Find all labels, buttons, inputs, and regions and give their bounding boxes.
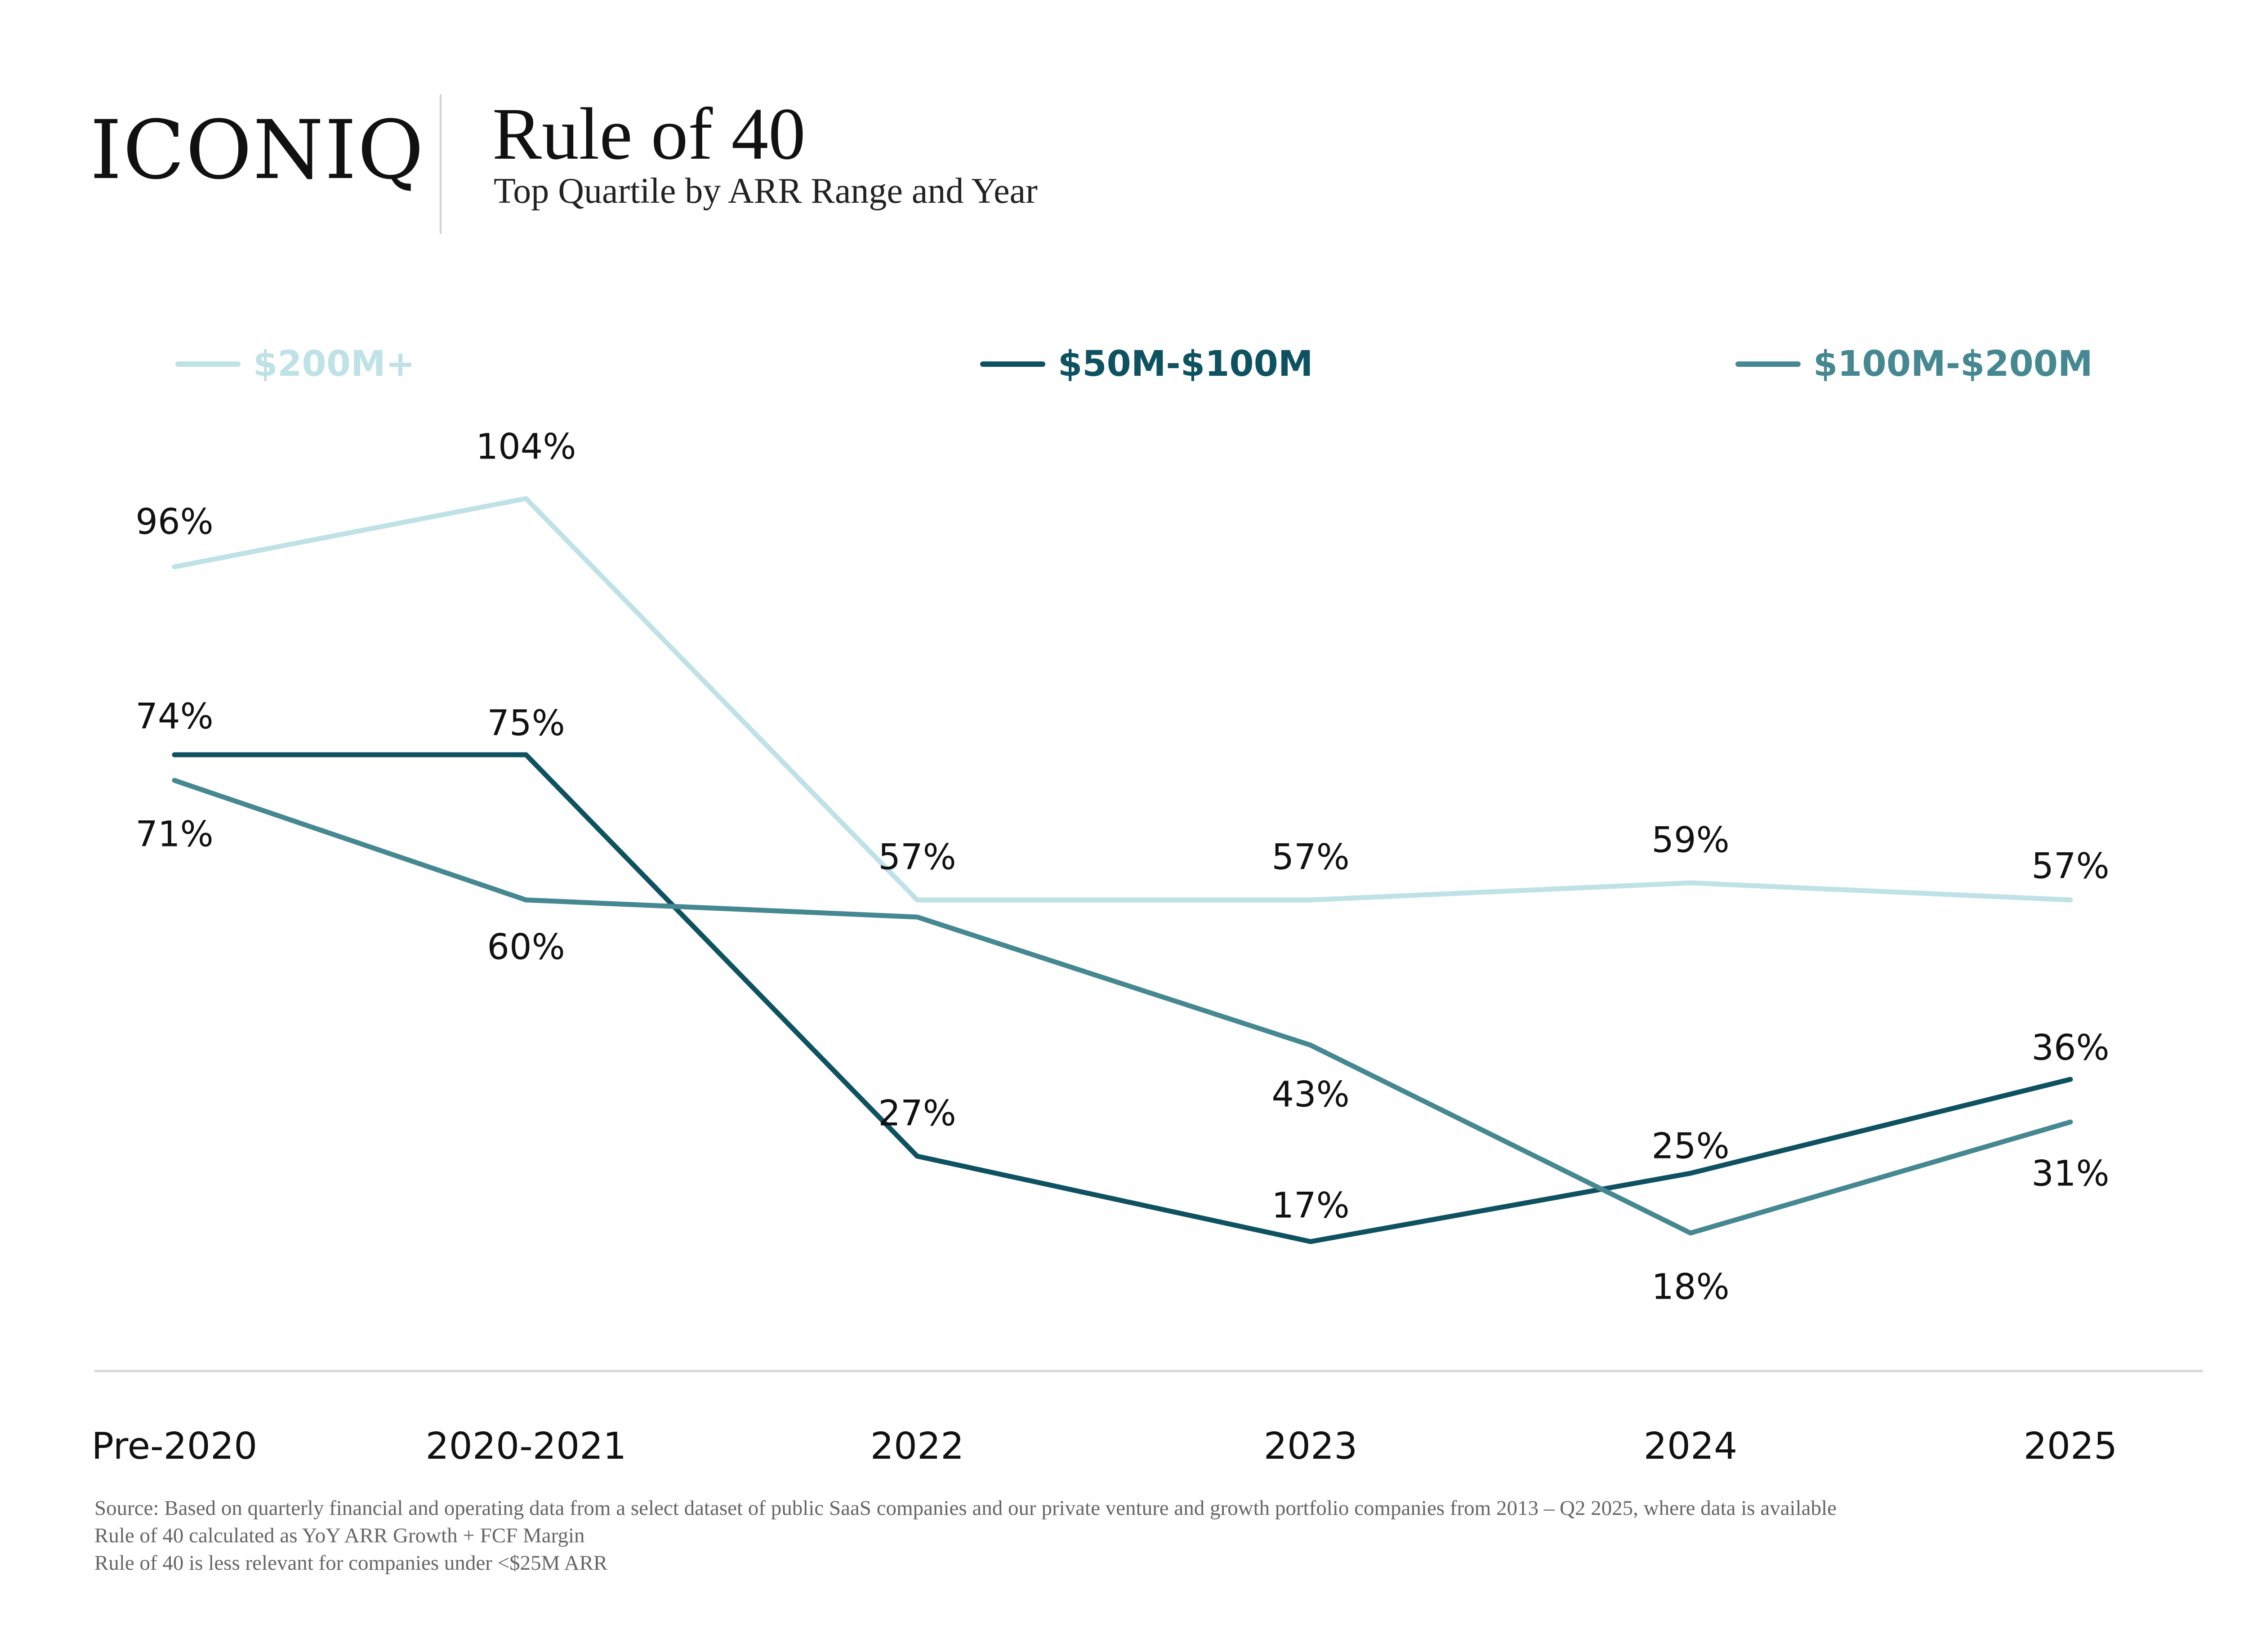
- legend-swatch-50m-100m: [980, 361, 1045, 367]
- data-label-100m-200m: 31%: [2031, 1153, 2109, 1194]
- footnote-source: Source: Based on quarterly financial and…: [94, 1496, 1837, 1520]
- x-tick-label: Pre-2020: [92, 1425, 258, 1468]
- x-tick-label: 2022: [870, 1425, 964, 1468]
- x-tick-label: 2020-2021: [426, 1425, 627, 1468]
- legend-item-50m-100m: $50M-$100M: [980, 342, 1313, 387]
- footnotes: Source: Based on quarterly financial and…: [94, 1495, 1837, 1577]
- data-label-50m-100m: 25%: [1651, 1126, 1729, 1167]
- series-line-50m-100m: [172, 752, 2073, 1244]
- legend-label-100m-200m: $100M-$200M: [1813, 344, 2093, 384]
- iconiq-logo: ICONIQ: [90, 103, 425, 197]
- legend-label-200m-plus: $200M+: [253, 344, 415, 384]
- chart-subtitle: Top Quartile by ARR Range and Year: [494, 171, 1038, 211]
- legend-label-50m-100m: $50M-$100M: [1058, 344, 1313, 384]
- header-divider: [440, 94, 442, 234]
- x-tick-label: 2025: [2024, 1425, 2118, 1468]
- data-label-50m-100m: 74%: [135, 696, 213, 737]
- data-label-200m-plus: 57%: [878, 837, 956, 877]
- legend-item-100m-200m: $100M-$200M: [1735, 342, 2093, 387]
- x-tick-label: 2023: [1264, 1425, 1358, 1468]
- legend-swatch-100m-200m: [1735, 361, 1801, 367]
- legend-item-200m-plus: $200M+: [175, 342, 415, 387]
- data-label-200m-plus: 59%: [1651, 820, 1729, 860]
- data-label-100m-200m: 71%: [135, 814, 213, 855]
- series-line-200m-plus: [172, 496, 2073, 903]
- x-tick-label: 2024: [1644, 1425, 1738, 1468]
- data-label-200m-plus: 104%: [476, 427, 576, 467]
- footnote-relevance: Rule of 40 is less relevant for companie…: [94, 1551, 608, 1575]
- data-label-200m-plus: 96%: [135, 502, 213, 542]
- data-label-100m-200m: 18%: [1651, 1267, 1729, 1307]
- footnote-definition: Rule of 40 calculated as YoY ARR Growth …: [94, 1524, 585, 1547]
- data-label-100m-200m: 60%: [487, 927, 565, 967]
- chart-title: Rule of 40: [492, 93, 806, 175]
- data-label-50m-100m: 27%: [878, 1093, 956, 1134]
- data-label-200m-plus: 57%: [2031, 846, 2109, 886]
- series-line-100m-200m: [172, 778, 2073, 1236]
- legend-swatch-200m-plus: [175, 361, 241, 367]
- data-label-50m-100m: 75%: [487, 703, 565, 744]
- data-label-50m-100m: 17%: [1271, 1185, 1349, 1226]
- data-label-200m-plus: 57%: [1271, 837, 1349, 877]
- data-label-50m-100m: 36%: [2031, 1028, 2109, 1068]
- data-label-100m-200m: 43%: [1271, 1074, 1349, 1115]
